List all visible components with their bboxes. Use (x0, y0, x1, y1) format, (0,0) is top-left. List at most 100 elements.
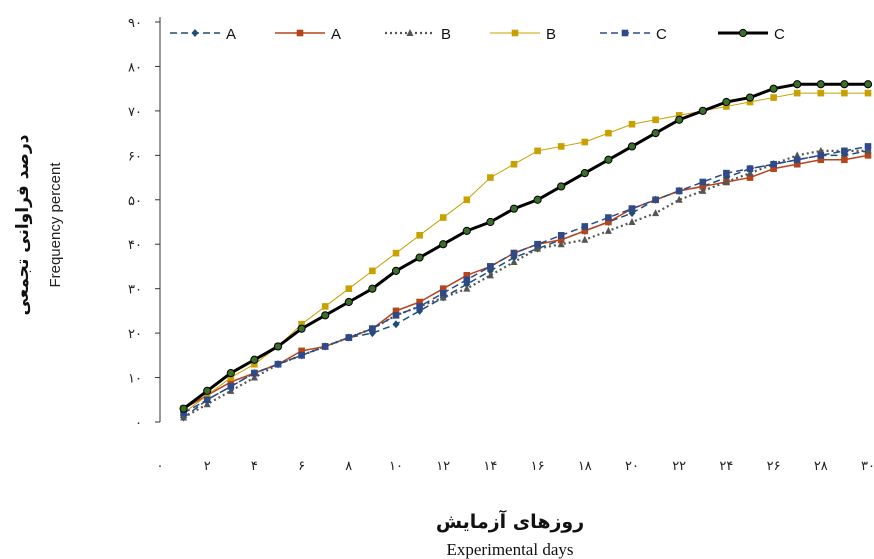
data-point (487, 174, 494, 181)
x-tick-label: ۲۲ (672, 459, 686, 474)
legend-entry-2: A (275, 26, 341, 43)
data-point (675, 115, 684, 124)
data-point (841, 89, 848, 97)
data-point (745, 93, 755, 102)
y-tick-label: ۲۰ (128, 327, 142, 342)
data-point (840, 80, 849, 89)
data-point (463, 284, 471, 292)
data-point (486, 217, 495, 227)
legend-entry-1: A (170, 26, 236, 43)
x-tick-label: ۱۸ (578, 459, 592, 474)
series-1 (180, 146, 872, 422)
data-point (510, 160, 518, 168)
x-tick-label: ۲۸ (814, 459, 828, 474)
data-point (273, 342, 283, 351)
legend-label: C (774, 26, 785, 43)
data-point (415, 253, 424, 262)
y-axis-label-fa: درصد فراوانی تجمعی (13, 134, 33, 315)
data-point (487, 263, 494, 270)
legend-marker (621, 29, 629, 37)
legend-marker (511, 29, 519, 37)
x-tick-label: ۴ (251, 459, 258, 474)
data-point (817, 152, 825, 159)
data-point (439, 214, 447, 221)
x-tick-label: ۱۲ (436, 459, 450, 474)
x-tick-label: ۲۰ (625, 459, 639, 474)
data-point (651, 129, 660, 138)
data-point (605, 214, 612, 221)
data-point (557, 240, 565, 248)
data-point (746, 165, 754, 172)
data-point (557, 232, 565, 239)
data-point (628, 120, 636, 128)
data-point (841, 147, 848, 155)
x-tick-label: ۲ (204, 459, 211, 474)
data-point (628, 218, 636, 225)
legend-entry-6: C (718, 26, 785, 43)
data-point (581, 235, 589, 243)
data-point (770, 160, 777, 168)
data-point (581, 138, 589, 146)
data-point (369, 325, 376, 332)
data-point (534, 147, 541, 155)
y-tick-label: ۱۰ (128, 372, 142, 387)
y-tick-label: ۷۰ (128, 105, 142, 120)
legend-marker (191, 29, 199, 37)
data-point (369, 267, 376, 275)
data-point (203, 386, 212, 395)
data-point (297, 324, 306, 333)
data-point (746, 169, 754, 177)
y-tick-label: ۵۰ (128, 194, 142, 209)
data-point (391, 266, 401, 275)
series-5 (180, 143, 872, 417)
series-2 (180, 152, 872, 412)
data-point (652, 196, 659, 204)
data-point (345, 334, 353, 341)
data-point (203, 396, 211, 404)
data-point (510, 258, 518, 265)
data-point (392, 320, 400, 329)
data-point (463, 196, 471, 204)
data-point (605, 129, 612, 137)
data-point (770, 94, 777, 101)
data-point (416, 303, 423, 310)
y-tick-label: ۴۰ (128, 238, 142, 253)
legend-entry-3: B (385, 26, 451, 43)
data-point (227, 383, 235, 390)
x-tick-label: ۱۴ (483, 459, 497, 474)
data-point (180, 413, 188, 421)
data-point (439, 293, 447, 301)
data-point (392, 312, 400, 319)
data-point (699, 178, 707, 186)
data-point (251, 369, 258, 377)
data-point (722, 97, 731, 107)
data-point (627, 142, 637, 151)
x-tick-label: ۶ (298, 459, 305, 474)
data-point (628, 205, 636, 212)
series-line (183, 145, 869, 414)
data-point (604, 155, 613, 164)
data-point (863, 80, 873, 89)
data-point (793, 156, 801, 164)
data-point (534, 244, 542, 252)
legend-label: A (331, 26, 341, 43)
data-point (864, 146, 872, 154)
x-tick-label: ۱۰ (389, 459, 403, 474)
data-point (321, 343, 329, 350)
legend-entry-5: C (600, 26, 667, 43)
data-point (486, 271, 494, 279)
series-line (183, 149, 868, 419)
legend-marker (738, 28, 748, 38)
y-tick-label: ۳۰ (128, 283, 142, 298)
data-point (793, 89, 801, 97)
series-4 (180, 89, 872, 417)
data-point (274, 360, 282, 368)
data-point (345, 285, 353, 292)
x-tick-label: ۰ (157, 459, 164, 474)
data-point (604, 226, 612, 234)
data-point (816, 80, 825, 89)
legend-label: B (441, 26, 451, 43)
x-tick-label: ۳۰ (861, 459, 874, 474)
data-point (392, 249, 400, 257)
